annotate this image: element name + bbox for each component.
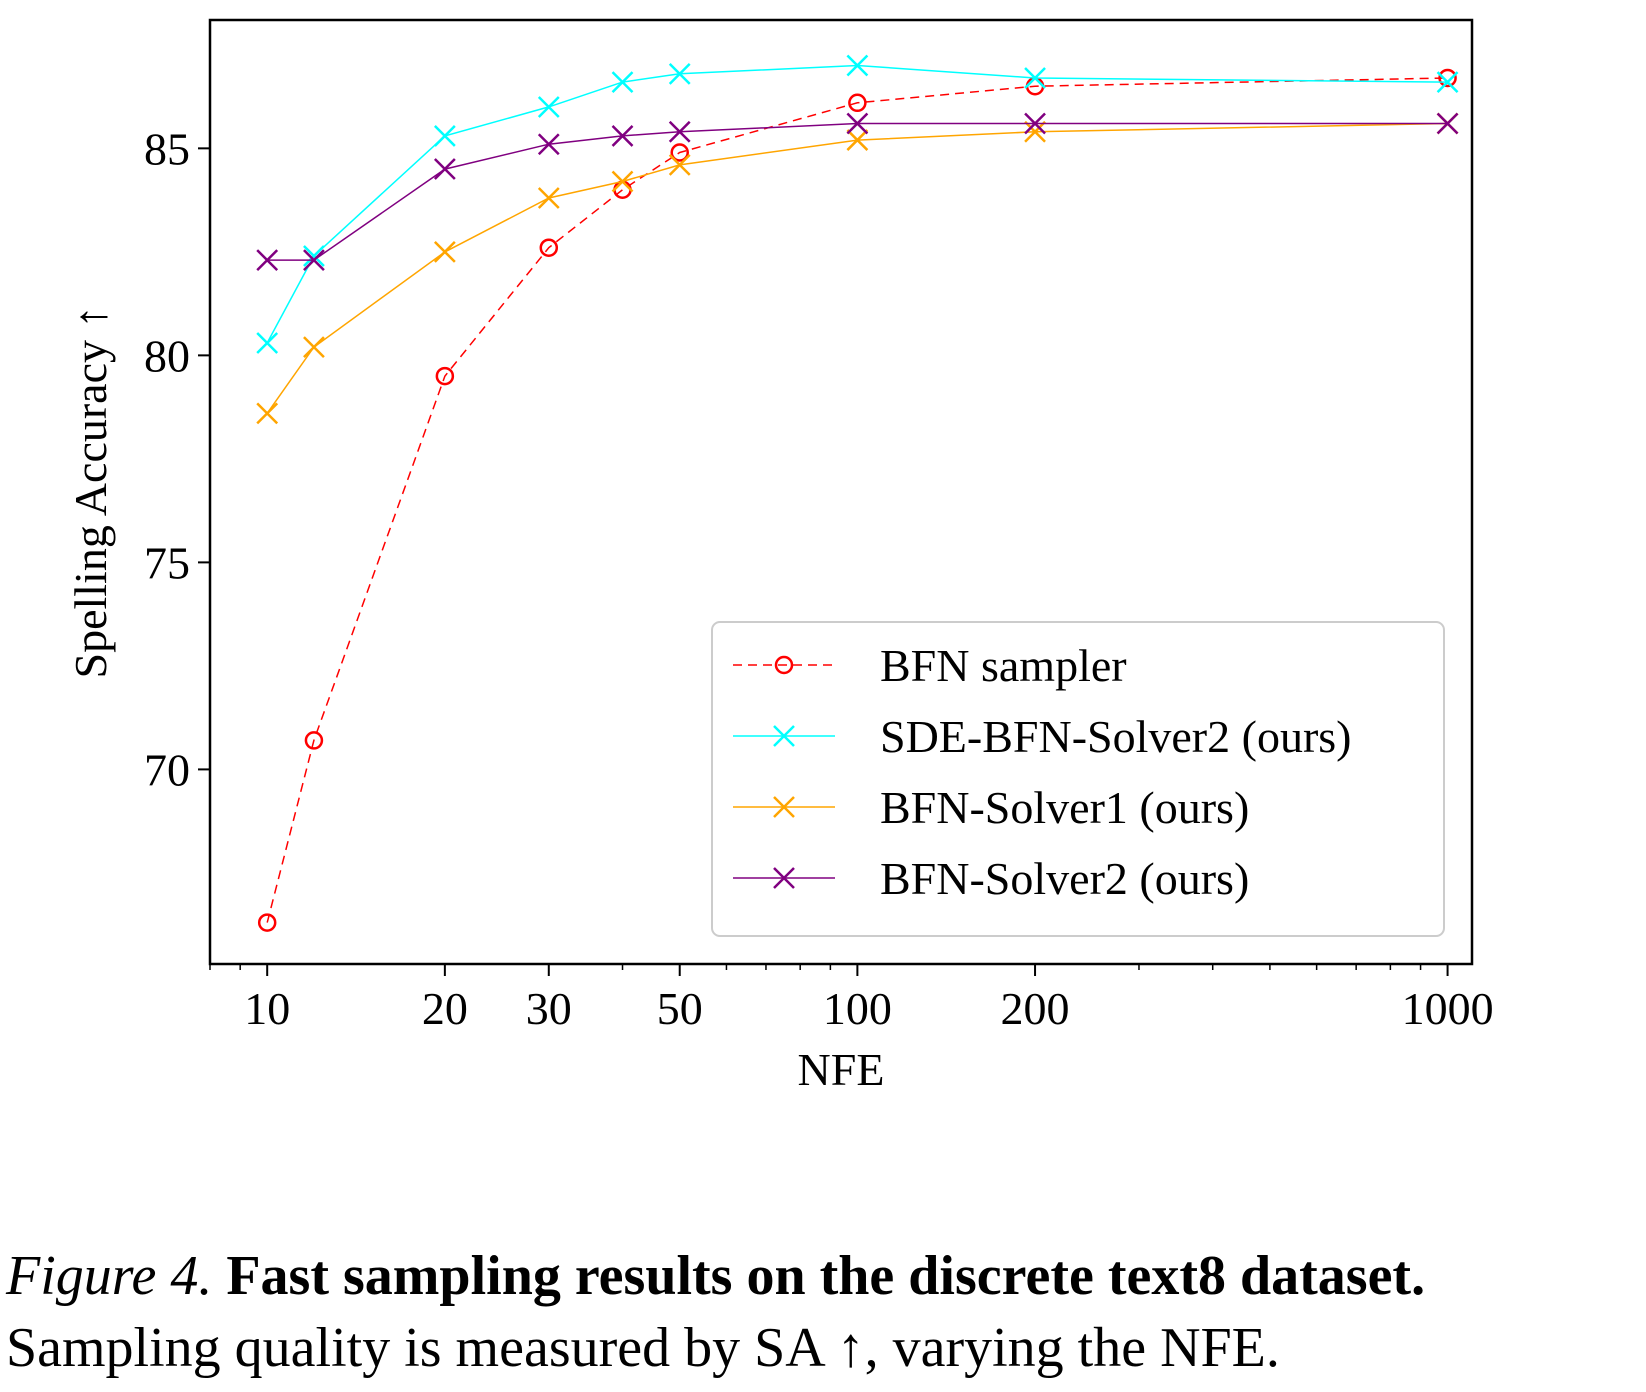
data-point bbox=[670, 143, 689, 162]
data-point bbox=[433, 158, 456, 180]
legend-label: BFN-Solver1 (ours) bbox=[880, 782, 1249, 833]
series-line bbox=[266, 77, 1448, 923]
data-point bbox=[668, 62, 691, 85]
data-point bbox=[611, 170, 634, 193]
data-point bbox=[668, 154, 691, 176]
data-point bbox=[539, 238, 559, 257]
data-point bbox=[256, 249, 279, 272]
series-3 bbox=[256, 112, 1459, 272]
data-point bbox=[613, 180, 632, 200]
series-line bbox=[267, 122, 1448, 261]
data-point bbox=[257, 913, 277, 932]
series-1 bbox=[256, 54, 1459, 354]
data-point bbox=[537, 133, 560, 156]
data-point bbox=[1024, 112, 1046, 135]
legend-frame bbox=[711, 621, 1445, 937]
legend-marker bbox=[774, 655, 794, 675]
x-tick-label: 10 bbox=[244, 983, 290, 1034]
data-point bbox=[611, 71, 634, 93]
legend-marker bbox=[773, 725, 795, 747]
x-tick-label: 1000 bbox=[1402, 983, 1494, 1034]
x-axis: 10 20 30 50 100 200 1000 bbox=[209, 964, 1494, 1034]
data-point bbox=[256, 332, 279, 354]
data-point bbox=[611, 125, 634, 147]
legend-label: BFN-Solver2 (ours) bbox=[880, 853, 1249, 904]
plot-area bbox=[256, 54, 1459, 932]
data-point bbox=[435, 366, 455, 386]
plot-frame bbox=[208, 18, 1474, 966]
data-point bbox=[303, 249, 325, 272]
data-point bbox=[1024, 67, 1046, 89]
x-tick-label: 200 bbox=[1001, 983, 1070, 1034]
data-point bbox=[303, 336, 325, 358]
caption-title: Fast sampling results on the discrete te… bbox=[226, 1245, 1426, 1307]
series-line bbox=[266, 64, 1448, 344]
x-tick-label: 50 bbox=[657, 983, 703, 1034]
y-axis: 70 75 80 85 bbox=[144, 123, 210, 795]
data-point bbox=[1436, 71, 1459, 93]
legend-marker bbox=[773, 867, 795, 889]
data-point bbox=[537, 96, 560, 118]
y-axis-label: Spelling Accuracy ↑ bbox=[65, 305, 116, 678]
data-point bbox=[846, 54, 869, 77]
legend-entry: BFN-Solver2 (ours) bbox=[733, 853, 1249, 904]
legend-marker bbox=[773, 796, 795, 818]
y-tick-label: 80 bbox=[144, 330, 190, 381]
x-axis-label: NFE bbox=[798, 1044, 885, 1095]
caption-figure-label: Figure 4. bbox=[6, 1245, 213, 1307]
data-point bbox=[433, 125, 456, 147]
legend-entry: SDE-BFN-Solver2 (ours) bbox=[733, 711, 1351, 762]
y-tick-label: 85 bbox=[144, 123, 190, 174]
data-point bbox=[846, 112, 869, 135]
data-point bbox=[668, 120, 691, 143]
x-tick-label: 30 bbox=[526, 983, 572, 1034]
legend: BFN sampler SDE-BFN-Solver2 (ours) BFN-Sol… bbox=[711, 621, 1445, 937]
data-point bbox=[433, 240, 456, 263]
line-chart: 10 20 30 50 100 200 1000 70 75 80 85 NFE Spelling… bbox=[65, 18, 1494, 1095]
x-tick-label: 20 bbox=[422, 983, 468, 1034]
legend-label: SDE-BFN-Solver2 (ours) bbox=[880, 711, 1351, 762]
data-point bbox=[846, 129, 869, 151]
x-tick-label: 100 bbox=[823, 983, 892, 1034]
data-point bbox=[256, 402, 279, 425]
legend-label: BFN sampler bbox=[880, 640, 1127, 691]
data-point bbox=[537, 187, 560, 209]
legend-entry: BFN sampler bbox=[733, 640, 1127, 691]
caption-line-1: Figure 4. Fast sampling results on the d… bbox=[6, 1240, 1646, 1312]
data-point bbox=[1438, 68, 1457, 88]
data-point bbox=[303, 245, 325, 267]
figure-caption: Figure 4. Fast sampling results on the d… bbox=[6, 1240, 1646, 1384]
y-tick-label: 75 bbox=[144, 537, 190, 588]
data-point bbox=[304, 731, 324, 750]
legend-entry: BFN-Solver1 (ours) bbox=[733, 782, 1249, 833]
data-point bbox=[1436, 112, 1459, 135]
data-point bbox=[848, 93, 867, 113]
caption-line-2: Sampling quality is measured by SA ↑, va… bbox=[6, 1317, 1280, 1379]
data-point bbox=[1024, 120, 1046, 143]
y-tick-label: 70 bbox=[144, 744, 190, 795]
